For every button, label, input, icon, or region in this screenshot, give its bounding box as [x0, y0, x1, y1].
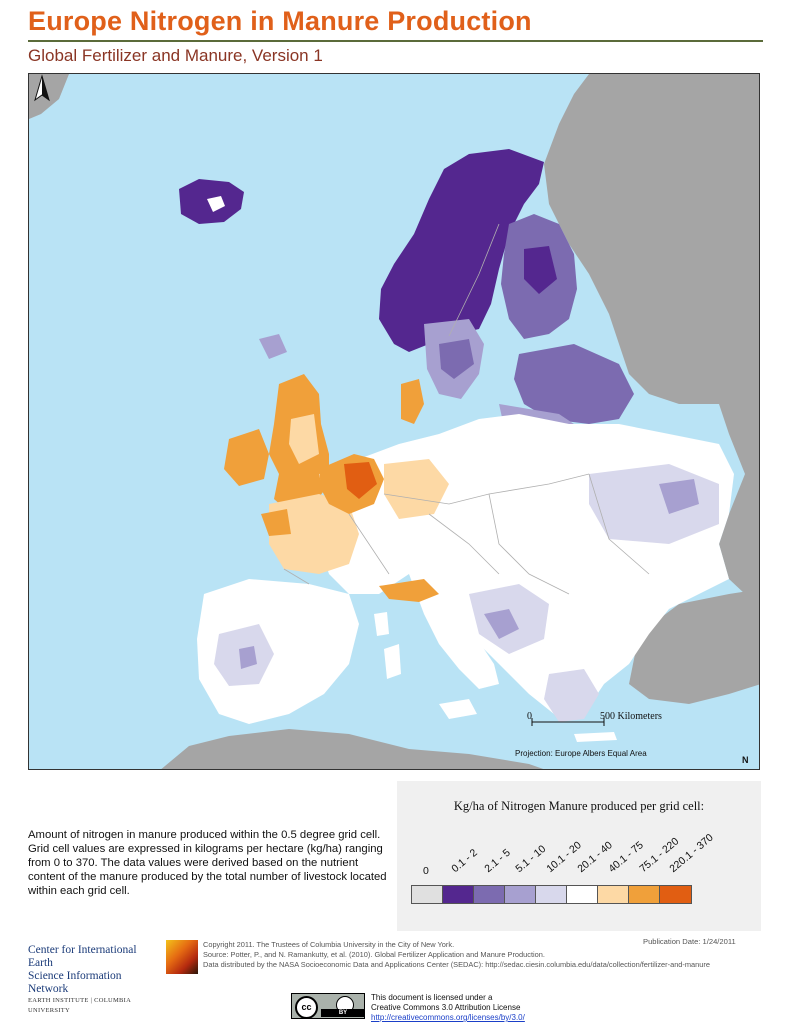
legend-swatch-2 [474, 886, 505, 903]
ciesin-logo[interactable]: Center for International Earth Science I… [28, 944, 162, 1016]
license-link[interactable]: http://creativecommons.org/licenses/by/3… [371, 1013, 525, 1022]
legend-swatch-8 [660, 886, 691, 903]
sedac-logo-icon [166, 940, 198, 974]
copyright-text: Copyright 2011. The Trustees of Columbia… [203, 940, 455, 949]
projection-label: Projection: Europe Albers Equal Area [515, 749, 647, 758]
credits-block: Copyright 2011. The Trustees of Columbia… [203, 940, 710, 970]
legend-swatch-3 [505, 886, 536, 903]
legend-swatch-5 [567, 886, 598, 903]
scale-bar [531, 718, 605, 726]
logo-line-3: EARTH INSTITUTE | COLUMBIA UNIVERSITY [28, 997, 131, 1014]
cc-icon: cc [295, 996, 318, 1019]
italy [409, 574, 499, 689]
publication-date: Publication Date: 1/24/2011 [643, 937, 736, 946]
scale-zero-label: 0 [527, 711, 532, 722]
legend-label-3: 5.1 - 10 [513, 842, 549, 875]
scandinavia [379, 149, 544, 352]
iberia [197, 579, 359, 724]
distribution-text: Data distributed by the NASA Socioeconom… [203, 960, 710, 969]
north-arrow-icon [34, 74, 50, 102]
legend-swatches [411, 885, 692, 904]
russia-landmass [544, 74, 759, 603]
greece [544, 669, 599, 722]
scale-distance-label: 500 Kilometers [600, 711, 662, 722]
legend-swatch-1 [443, 886, 474, 903]
legend-swatch-0 [412, 886, 443, 903]
map-subtitle: Global Fertilizer and Manure, Version 1 [28, 46, 323, 65]
ireland [224, 429, 269, 486]
license-line-1: This document is licensed under a [371, 993, 493, 1002]
map-panel[interactable]: 0 500 Kilometers Projection: Europe Albe… [28, 73, 760, 770]
legend-title: Kg/ha of Nitrogen Manure produced per gr… [453, 799, 705, 813]
north-label: N [742, 755, 749, 765]
country-borders [283, 223, 650, 595]
by-label: BY [321, 1009, 365, 1017]
source-text: Source: Potter, P., and N. Ramankutty, e… [203, 950, 545, 959]
denmark [401, 379, 424, 424]
map-title: Europe Nitrogen in Manure Production [28, 6, 532, 36]
logo-line-1: Center for International Earth [28, 944, 137, 969]
north-africa-landmass [161, 729, 544, 769]
title-divider [28, 40, 763, 42]
legend-label-2: 2.1 - 5 [482, 846, 513, 875]
legend: Kg/ha of Nitrogen Manure produced per gr… [397, 781, 761, 931]
legend-label-0: 0 [423, 865, 429, 877]
legend-label-1: 0.1 - 2 [449, 846, 480, 875]
legend-swatch-6 [598, 886, 629, 903]
license-line-2: Creative Commons 3.0 Attribution License [371, 1003, 521, 1012]
europe-map[interactable] [29, 74, 760, 770]
legend-swatch-4 [536, 886, 567, 903]
license-text: This document is licensed under a Creati… [371, 993, 525, 1023]
cc-license-badge[interactable]: cc BY [291, 993, 365, 1019]
legend-swatch-7 [629, 886, 660, 903]
map-description: Amount of nitrogen in manure produced wi… [28, 829, 387, 897]
logo-line-2: Science Information Network [28, 970, 122, 995]
